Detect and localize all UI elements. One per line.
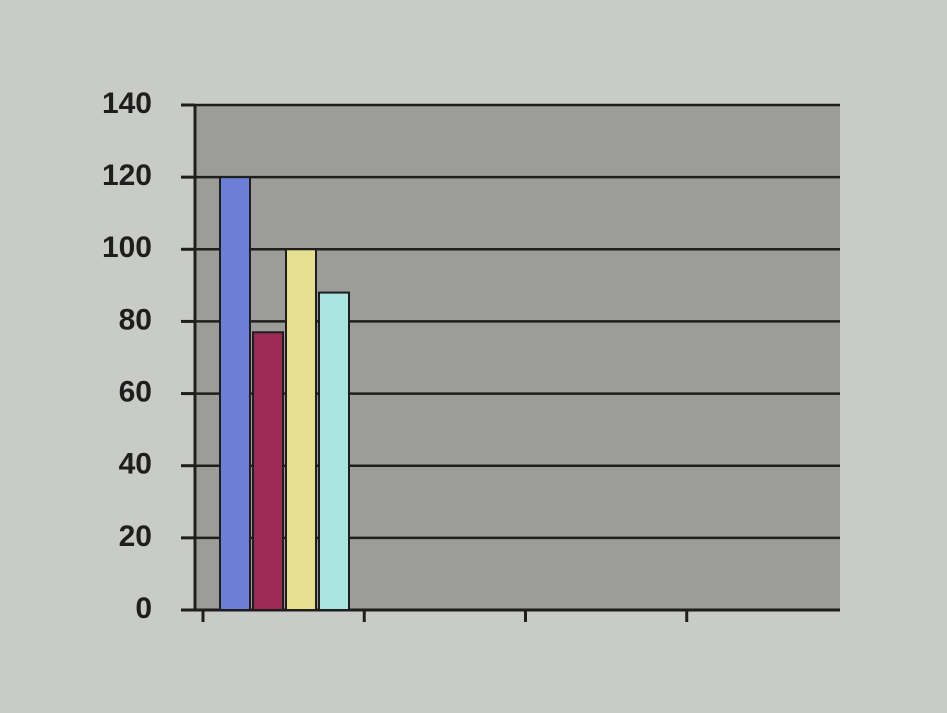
y-tick-label: 140 (102, 87, 152, 120)
y-tick-label: 120 (102, 159, 152, 192)
bar (318, 291, 350, 611)
y-tick-label: 0 (135, 592, 152, 625)
y-tick-label: 80 (119, 303, 152, 336)
bar (252, 331, 284, 611)
bar (285, 248, 317, 612)
y-tick-label: 100 (102, 231, 152, 264)
y-tick-label: 20 (119, 520, 152, 553)
y-tick-label: 40 (119, 448, 152, 481)
bar (219, 176, 251, 611)
y-tick-label: 60 (119, 375, 152, 408)
